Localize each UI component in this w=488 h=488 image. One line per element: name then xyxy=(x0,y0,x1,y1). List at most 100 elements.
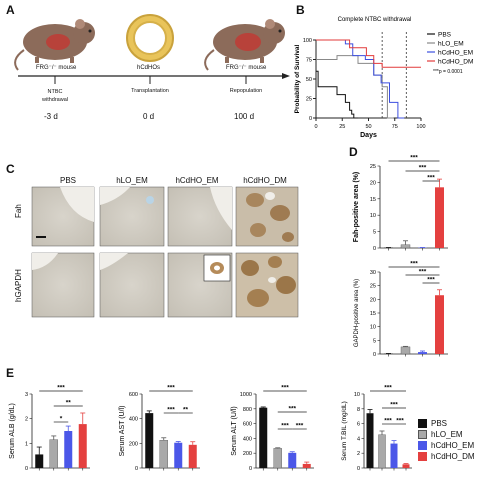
y-tick-label: 10 xyxy=(370,325,376,331)
y-tick-label: 15 xyxy=(370,311,376,317)
y-tick-label: 0 xyxy=(249,466,252,472)
survival-x-tick-label: 0 xyxy=(314,124,317,130)
y-axis-label: Fah-positive area (%) xyxy=(353,172,360,242)
panel-label-c: C xyxy=(6,162,15,176)
survival-y-tick-label: 50 xyxy=(306,77,312,83)
survival-legend-label: hCdHO_DM xyxy=(438,59,473,66)
survival-y-label: Probability of Survival xyxy=(294,44,301,113)
event-ntbc: NTBC withdrawal xyxy=(42,89,68,103)
bar-hlo-em xyxy=(49,439,58,469)
survival-y-tick-label: 0 xyxy=(309,116,312,122)
significance-label: *** xyxy=(281,423,289,430)
micro-col-hcdho-dm: hCdHO_DM xyxy=(243,176,287,185)
bar-hlo-em xyxy=(378,434,386,469)
legend-e-swatch xyxy=(418,419,427,429)
significance-label: *** xyxy=(419,165,427,172)
time-minus-3d: -3 d xyxy=(44,112,58,121)
y-tick-label: 200 xyxy=(129,441,138,447)
bar-hcdho-em xyxy=(174,442,183,468)
bar-hcdho-em xyxy=(418,352,427,354)
significance-label: *** xyxy=(427,277,435,284)
bar-hcdho-dm xyxy=(188,444,197,468)
legend-e-swatch xyxy=(418,452,427,462)
y-tick-label: 5 xyxy=(373,230,376,236)
mouse-illustration-left xyxy=(14,19,95,71)
y-tick-label: 5 xyxy=(373,338,376,344)
survival-x-tick-label: 50 xyxy=(365,124,371,130)
significance-label: ** xyxy=(66,400,72,407)
micrograph-fah-hcdho-em xyxy=(167,186,233,247)
survival-y-tick-label: 75 xyxy=(306,58,312,64)
micrograph-hgapdh-hcdho-dm xyxy=(235,252,299,318)
mouse-label-left: FRG⁻/⁻ mouse xyxy=(36,65,77,71)
y-tick-label: 25 xyxy=(370,284,376,290)
panel-label-e: E xyxy=(6,366,15,380)
bar-hcdho-dm xyxy=(302,463,311,468)
significance-label: *** xyxy=(57,385,65,392)
y-tick-label: 30 xyxy=(370,270,376,276)
bar-hcdho-em xyxy=(64,431,73,468)
y-tick-label: 0 xyxy=(357,466,360,472)
bar-pbs xyxy=(35,454,44,468)
y-axis-label: GAPDH-positive area (%) xyxy=(354,279,360,347)
survival-pvalue: ***p = 0.0001 xyxy=(433,69,463,75)
micro-col-pbs: PBS xyxy=(59,176,76,185)
y-axis-label: Serum T.BIL (mg/dL) xyxy=(341,401,348,461)
mouse-label-right: FRG⁻/⁻ mouse xyxy=(226,65,267,71)
y-tick-label: 200 xyxy=(243,451,252,457)
y-axis-label: Serum AST (U/l) xyxy=(119,406,126,457)
y-tick-label: 6 xyxy=(357,422,360,428)
y-tick-label: 0 xyxy=(135,466,138,472)
y-tick-label: 25 xyxy=(370,164,376,170)
scale-bar xyxy=(36,236,46,238)
y-tick-label: 10 xyxy=(370,213,376,219)
event-repopulation: Repopulation xyxy=(229,88,263,94)
y-tick-label: 20 xyxy=(370,180,376,186)
significance-label: *** xyxy=(410,261,418,268)
micrograph-hgapdh-pbs xyxy=(31,252,95,318)
y-axis-label: Serum ALT (U/l) xyxy=(231,406,238,456)
y-tick-label: 20 xyxy=(370,297,376,303)
significance-label: *** xyxy=(167,385,175,392)
survival-legend-label: hLO_EM xyxy=(438,41,464,48)
bar-hlo-em xyxy=(159,440,168,469)
y-tick-label: 800 xyxy=(243,407,252,413)
bar-pbs xyxy=(259,407,268,468)
legend-e-item-hcdho-em: hCdHO_EM xyxy=(418,440,475,451)
bar-pbs xyxy=(366,413,374,468)
micrograph-fah-hlo-em xyxy=(99,186,165,247)
significance-label: *** xyxy=(427,175,435,182)
y-tick-label: 2 xyxy=(25,417,28,423)
bar-hlo-em xyxy=(400,244,411,249)
survival-title: Complete NTBC withdrawal xyxy=(338,17,412,23)
y-axis-label: Serum ALB (g/dL) xyxy=(9,403,16,459)
bar-hcdho-em xyxy=(390,443,398,468)
legend-e-item-hcdho-dm: hCdHO_DM xyxy=(418,451,475,462)
hcdhos-ring-icon xyxy=(126,14,174,62)
significance-label: *** xyxy=(419,269,427,276)
y-tick-label: 400 xyxy=(129,417,138,423)
y-tick-label: 600 xyxy=(243,422,252,428)
significance-label: *** xyxy=(384,385,392,392)
y-tick-label: 3 xyxy=(25,392,28,398)
significance-label: *** xyxy=(167,407,175,414)
significance-label: * xyxy=(60,416,63,423)
survival-series-pbs xyxy=(316,70,358,119)
bar-pbs xyxy=(145,413,154,468)
survival-x-label: Days xyxy=(360,132,377,139)
y-tick-label: 2 xyxy=(357,451,360,457)
y-tick-label: 600 xyxy=(129,392,138,398)
y-tick-label: 10 xyxy=(354,392,360,398)
legend-e-swatch xyxy=(418,441,427,451)
panel-label-a: A xyxy=(6,3,15,17)
survival-x-tick-label: 25 xyxy=(339,124,345,130)
survival-y-tick-label: 25 xyxy=(306,97,312,103)
significance-label: *** xyxy=(390,402,398,409)
y-tick-label: 15 xyxy=(370,197,376,203)
legend-e-swatch xyxy=(418,430,427,440)
tbil-chart: 0 2 4 6 8 10 Serum T.BIL (mg/dL) *** *** *** *** xyxy=(341,385,412,472)
